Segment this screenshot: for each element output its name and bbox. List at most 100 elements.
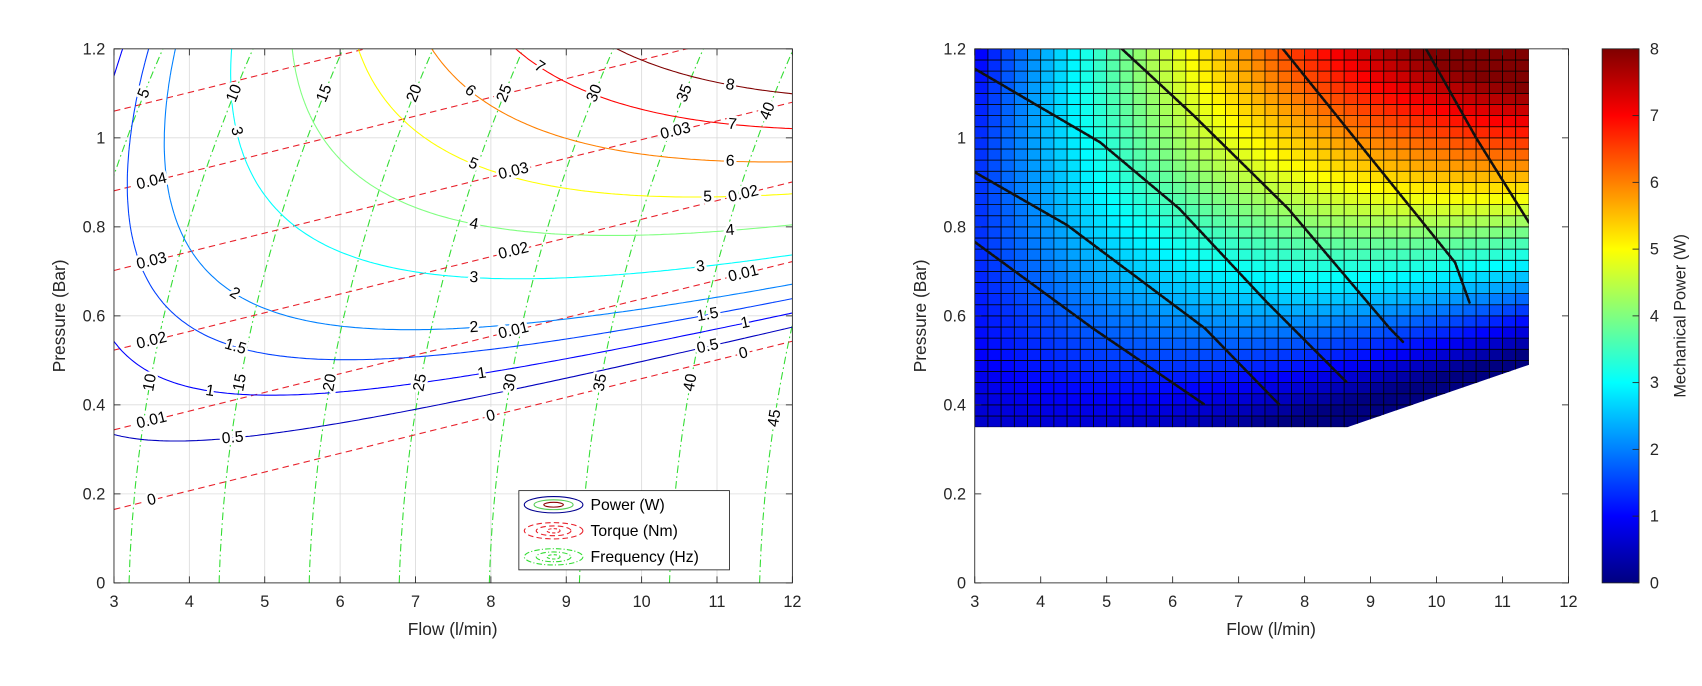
heatmap-cell (1053, 70, 1068, 83)
heatmap-cell (1475, 126, 1490, 139)
heatmap-cell (1185, 404, 1200, 417)
heatmap-cell (1225, 104, 1240, 116)
heatmap-cell (1040, 248, 1055, 261)
heatmap-cell (1488, 282, 1503, 294)
heatmap-cell (1198, 148, 1213, 161)
heatmap-cell (1172, 226, 1187, 239)
heatmap-cell (1185, 81, 1200, 94)
heatmap-cell (1317, 415, 1332, 428)
heatmap-cell (1488, 237, 1503, 250)
heatmap-cell (1277, 259, 1292, 272)
heatmap-cell (1238, 226, 1253, 239)
heatmap-cell (1264, 137, 1279, 150)
heatmap-cell (1502, 59, 1517, 72)
heatmap-cell (974, 226, 989, 239)
heatmap-cell (1436, 326, 1451, 339)
heatmap-cell (1475, 248, 1490, 261)
heatmap-cell (1040, 415, 1055, 428)
heatmap-cell (1066, 270, 1081, 283)
heatmap-cell (1053, 348, 1068, 361)
heatmap-cell (1277, 270, 1292, 283)
heatmap-cell (1225, 59, 1240, 72)
heatmap-cell (1515, 181, 1529, 194)
torque-line-0-04 (113, 48, 689, 192)
heatmap-cell (1172, 237, 1187, 250)
heatmap-cell (974, 115, 989, 128)
heatmap-cell (1343, 259, 1358, 272)
heatmap-cell (1238, 70, 1253, 83)
heatmap-cell (1185, 282, 1200, 294)
heatmap-cell (1356, 170, 1371, 183)
heatmap-cell (1027, 337, 1042, 350)
heatmap-cell (1330, 326, 1345, 339)
heatmap-cell (1383, 304, 1398, 317)
heatmap-cell (1356, 248, 1371, 261)
heatmap-cell (1040, 359, 1055, 372)
heatmap-cell (1291, 315, 1305, 328)
heatmap-cell (1304, 115, 1319, 128)
heatmap-cell (1093, 70, 1108, 83)
heatmap-cell (1238, 126, 1253, 139)
heatmap-cell (1066, 48, 1081, 61)
heatmap-cell (1291, 248, 1305, 261)
heatmap-cell (987, 226, 1002, 239)
heatmap-cell (1251, 270, 1266, 283)
heatmap-cell (1145, 326, 1160, 339)
heatmap-cell (1515, 170, 1529, 183)
heatmap-cell (974, 337, 989, 350)
heatmap-cell (1013, 248, 1028, 261)
heatmap-cell (1436, 48, 1451, 61)
heatmap-cell (1159, 59, 1174, 72)
heatmap-cell (1198, 137, 1213, 150)
heatmap-cell (1185, 59, 1200, 72)
heatmap-cell (974, 315, 989, 328)
heatmap-cell (1159, 359, 1174, 372)
heatmap-cell (1422, 70, 1437, 83)
heatmap-cell (1502, 237, 1517, 250)
heatmap-cell (1422, 159, 1437, 172)
heatmap-cell (974, 359, 989, 372)
heatmap-cell (1172, 359, 1187, 372)
heatmap-cell (1066, 393, 1081, 406)
heatmap-cell (1225, 393, 1240, 406)
power-contour-6 (431, 48, 793, 163)
heatmap-cell (1409, 137, 1424, 150)
heatmap-cell (1238, 48, 1253, 61)
heatmap-cell (1159, 393, 1174, 406)
heatmap-cell (1159, 348, 1174, 361)
heatmap-cell (1515, 104, 1529, 116)
legend-frequency-icon (523, 548, 584, 566)
heatmap-cell (1079, 415, 1094, 428)
heatmap-cell (1027, 181, 1042, 194)
heatmap-cell (1304, 48, 1319, 61)
heatmap-cell (1145, 337, 1160, 350)
heatmap-cell (1475, 348, 1490, 361)
heatmap-cell (1198, 348, 1213, 361)
heatmap-cell (1291, 393, 1305, 406)
left-x-tick-label: 5 (260, 593, 269, 611)
heatmap-cell (1159, 170, 1174, 183)
heatmap-cell (1211, 259, 1226, 272)
heatmap-cell (1000, 126, 1015, 139)
heatmap-cell (1185, 137, 1200, 150)
heatmap-cell (1356, 237, 1371, 250)
heatmap-cell (1291, 371, 1305, 383)
overlay-lines (974, 48, 1529, 407)
heatmap-cell (1106, 348, 1121, 361)
heatmap-cell (1304, 404, 1319, 417)
heatmap-cell (1013, 315, 1028, 328)
heatmap-cell (1211, 382, 1226, 395)
heatmap-cell (1422, 382, 1437, 395)
heatmap-cell (1172, 393, 1187, 406)
power-contour-label: 3 (469, 269, 479, 286)
heatmap-cell (1515, 226, 1529, 239)
heatmap-cell (1159, 282, 1174, 294)
heatmap-cell (1132, 104, 1147, 116)
heatmap-cell (1172, 326, 1187, 339)
heatmap-cell (1093, 282, 1108, 294)
heatmap-cell (1159, 326, 1174, 339)
heatmap-cell (1422, 326, 1437, 339)
heatmap-cell (1436, 204, 1451, 217)
heatmap-cell (1119, 415, 1134, 428)
heatmap-cell (1013, 404, 1028, 417)
